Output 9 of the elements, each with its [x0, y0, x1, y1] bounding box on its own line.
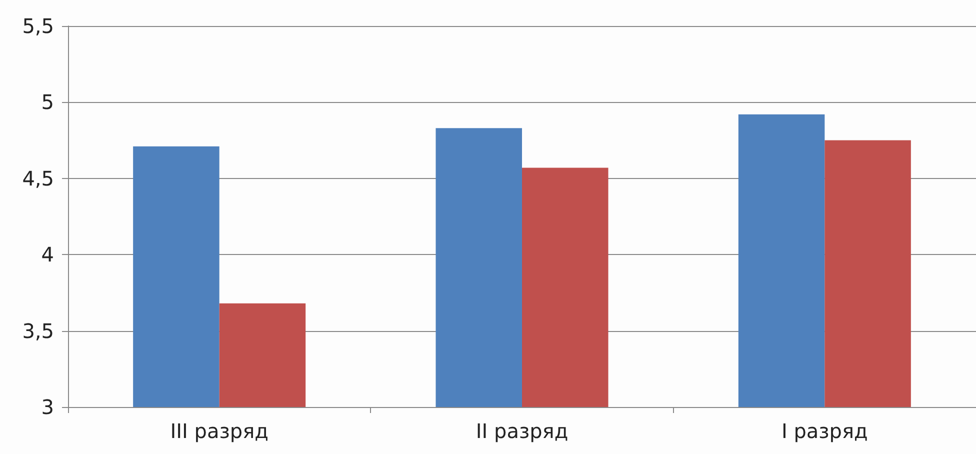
y-tick-label: 3 [41, 395, 54, 419]
y-tick-label: 4,5 [22, 166, 54, 190]
y-tick-label: 5 [41, 90, 54, 114]
y-tick-label: 4 [41, 242, 54, 267]
x-tick-label: II разряд [476, 419, 568, 443]
y-tick-label: 5,5 [22, 14, 54, 38]
x-tick-label: III разряд [170, 419, 268, 443]
y-tick-label: 3,5 [22, 318, 54, 343]
x-tick-label: I разряд [781, 419, 868, 443]
